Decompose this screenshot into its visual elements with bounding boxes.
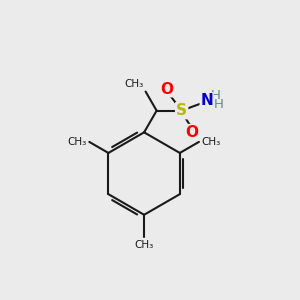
Text: CH₃: CH₃ [68, 137, 87, 147]
Text: H: H [211, 88, 221, 102]
Text: O: O [185, 125, 199, 140]
Text: H: H [214, 98, 224, 111]
Text: CH₃: CH₃ [134, 240, 154, 250]
Text: N: N [200, 93, 213, 108]
Text: CH₃: CH₃ [201, 137, 220, 147]
Text: CH₃: CH₃ [125, 79, 144, 89]
Text: S: S [176, 103, 187, 118]
Text: O: O [160, 82, 173, 97]
